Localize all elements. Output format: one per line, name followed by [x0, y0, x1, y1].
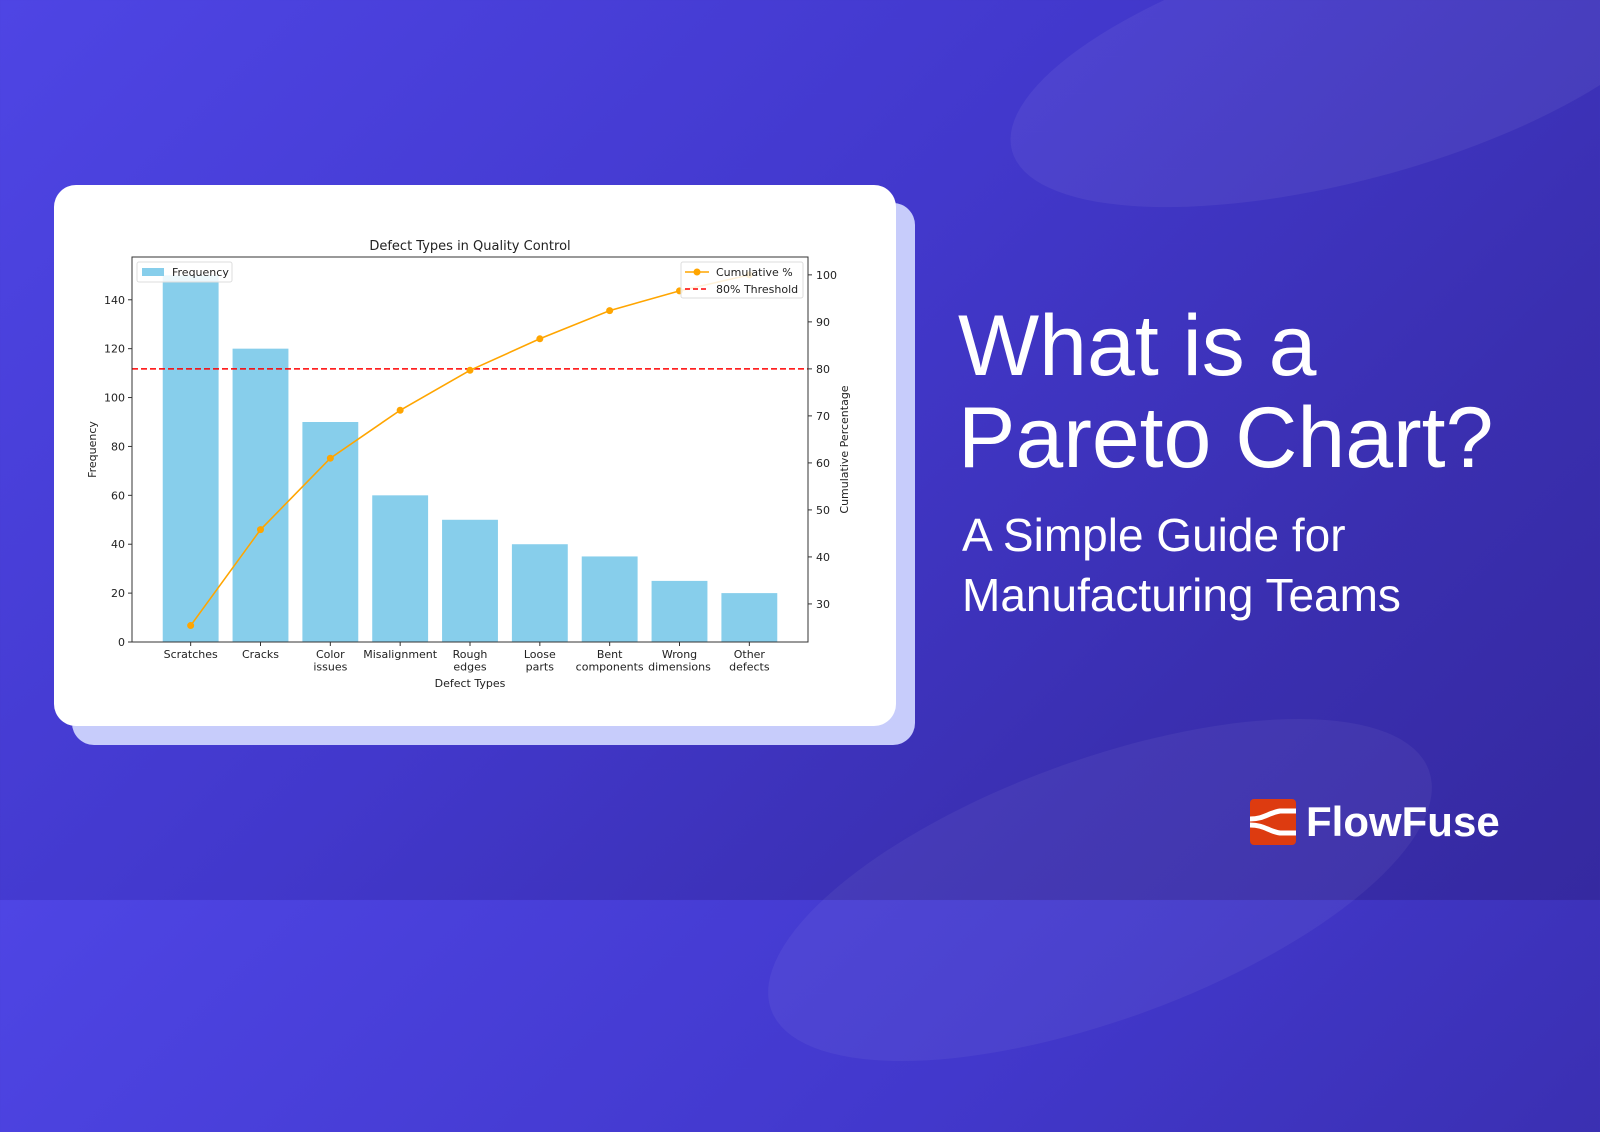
x-tick-label: Rough	[453, 648, 488, 661]
x-tick-label: parts	[526, 661, 555, 674]
cumulative-point-5	[536, 335, 544, 343]
x-tick-label: edges	[453, 661, 487, 674]
chart-card: 0 20 40 60 80 100 120 140 30 40 50 60 70 80 90 100 Scrat…	[54, 185, 896, 726]
y-tick-label: 40	[111, 538, 125, 551]
x-tick-label: Other	[734, 648, 766, 661]
y2-tick-label: 30	[816, 598, 830, 611]
x-tick-label: Color	[316, 648, 345, 661]
y2-tick-label: 100	[816, 269, 837, 282]
subheadline-line1: A Simple Guide for	[962, 509, 1346, 561]
x-tick-label: issues	[313, 661, 347, 674]
legend-cumulative-marker	[693, 268, 701, 276]
bar-0	[162, 275, 219, 642]
cumulative-point-4	[466, 366, 474, 374]
brand-name: FlowFuse	[1306, 798, 1500, 845]
legend-frequency-label: Frequency	[172, 266, 229, 279]
y2-tick-label: 50	[816, 504, 830, 517]
bar-6	[581, 556, 638, 642]
bar-3	[372, 495, 429, 642]
bar-7	[651, 580, 708, 642]
y2-tick-label: 60	[816, 457, 830, 470]
legend-threshold-label: 80% Threshold	[716, 283, 798, 296]
y-tick-label: 60	[111, 489, 125, 502]
bar-4	[442, 519, 498, 642]
y2-tick-label: 70	[816, 410, 830, 423]
x-axis-label: Defect Types	[435, 677, 506, 690]
y-tick-label: 20	[111, 587, 125, 600]
x-tick-label: Cracks	[242, 648, 279, 661]
x-tick-label: Misalignment	[363, 648, 438, 661]
y2-tick-label: 80	[816, 363, 830, 376]
y-tick-label: 140	[104, 294, 125, 307]
x-tick-label: Wrong	[662, 648, 697, 661]
y-tick-label: 80	[111, 440, 125, 453]
flowfuse-logo-icon	[1250, 799, 1296, 845]
legend-right	[680, 261, 804, 299]
headline: What is a Pareto Chart?	[958, 300, 1493, 484]
flowfuse-logo: FlowFuse	[1250, 798, 1500, 846]
x-tick-label: Bent	[597, 648, 623, 661]
legend-frequency-swatch	[142, 268, 164, 276]
headline-line2: Pareto Chart?	[958, 390, 1494, 486]
bar-1	[232, 348, 289, 642]
headline-line1: What is a	[958, 298, 1317, 394]
bar-8	[721, 593, 778, 642]
y2-tick-label: 40	[816, 551, 830, 564]
cumulative-point-2	[326, 454, 334, 462]
cumulative-point-6	[606, 307, 614, 315]
x-tick-label: components	[576, 661, 644, 674]
y-axis-label: Frequency	[86, 421, 99, 478]
y2-tick-label: 90	[816, 316, 830, 329]
y-tick-label: 100	[104, 392, 125, 405]
x-tick-label: Scratches	[164, 648, 218, 661]
pareto-chart: 0 20 40 60 80 100 120 140 30 40 50 60 70 80 90 100 Scrat…	[86, 239, 851, 690]
x-tick-label: dimensions	[648, 661, 711, 674]
x-tick-label: Loose	[524, 648, 556, 661]
subheadline: A Simple Guide for Manufacturing Teams	[962, 505, 1401, 625]
cumulative-point-0	[187, 622, 195, 630]
legend-left	[136, 261, 233, 283]
background-wave	[980, 0, 1600, 267]
legend-cumulative-label: Cumulative %	[716, 266, 793, 279]
subheadline-line2: Manufacturing Teams	[962, 569, 1401, 621]
x-tick-label: defects	[729, 661, 770, 674]
y-tick-label: 120	[104, 343, 125, 356]
cumulative-point-3	[396, 406, 404, 414]
cumulative-point-1	[256, 526, 264, 534]
y-tick-label: 0	[118, 636, 125, 649]
y2-axis-label: Cumulative Percentage	[838, 385, 851, 513]
chart-title: Defect Types in Quality Control	[369, 239, 570, 254]
bar-5	[511, 544, 568, 642]
